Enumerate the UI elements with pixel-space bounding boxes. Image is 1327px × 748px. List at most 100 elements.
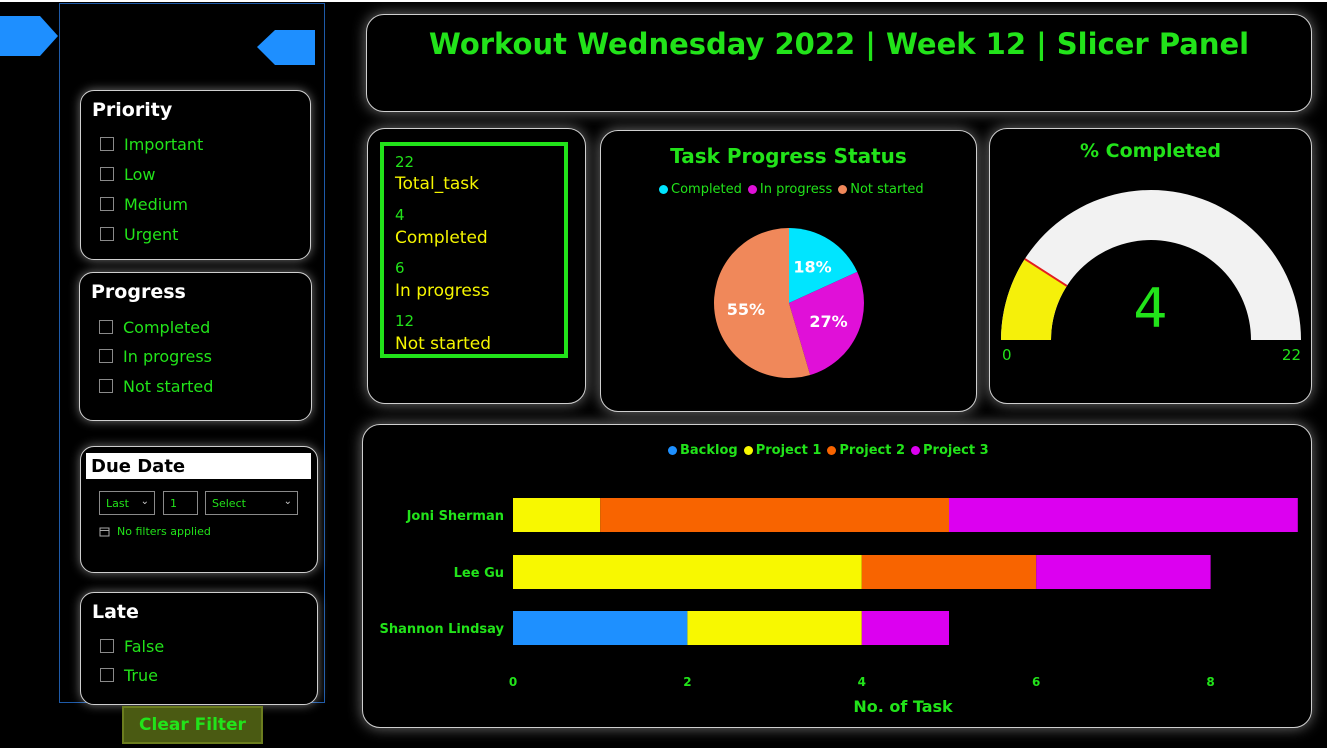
y-axis-label: Lee Gu: [454, 566, 504, 581]
pie-data-label: 27%: [809, 312, 847, 331]
checkbox[interactable]: [100, 167, 114, 181]
x-axis-tick-label: 6: [1032, 675, 1040, 689]
pie-slice-completed[interactable]: [789, 228, 858, 303]
pie-chart: 18% 27% 55%: [714, 228, 864, 378]
y-axis-label: Joni Sherman: [406, 509, 504, 524]
progress-option-not-started[interactable]: Not started: [99, 375, 213, 397]
legend-dot: [827, 446, 837, 455]
bar-segment-project-3[interactable]: [949, 498, 1298, 532]
chevron-down-icon: ⌄: [140, 496, 149, 507]
legend-item-backlog[interactable]: Backlog: [668, 443, 738, 458]
late-option-true[interactable]: True: [100, 664, 158, 686]
kpi-frame: [380, 142, 568, 358]
legend-item-in-progress[interactable]: In progress: [747, 182, 832, 197]
bar-segment-project-2[interactable]: [861, 555, 1037, 589]
pie-card: Task Progress Status Completed In progre…: [600, 130, 977, 412]
checkbox[interactable]: [99, 320, 113, 334]
legend-dot: [747, 185, 757, 194]
gauge-value: 4: [1133, 277, 1168, 340]
legend-dot: [659, 185, 668, 194]
progress-slicer: Progress Completed In progress Not start…: [79, 272, 312, 421]
pie-data-label: 55%: [727, 300, 765, 319]
late-slicer: Late False True: [80, 592, 318, 705]
legend-item-completed[interactable]: Completed: [659, 182, 742, 197]
pie-slice-in-progress[interactable]: [789, 271, 864, 375]
priority-slicer: Priority Important Low Medium Urgent: [80, 90, 311, 260]
dashboard-title: Workout Wednesday 2022 | Week 12 | Slice…: [428, 27, 1250, 61]
due-date-status: No filters applied: [117, 525, 211, 538]
legend-dot: [838, 185, 848, 194]
bar-segment-project-1[interactable]: [513, 498, 601, 532]
pie-data-label: 18%: [793, 257, 831, 276]
bar-segment-project-1[interactable]: [513, 555, 862, 589]
priority-option-medium[interactable]: Medium: [100, 193, 188, 215]
gauge-min-label: 0: [1002, 346, 1012, 364]
legend-dot: [668, 446, 677, 455]
period-count-input[interactable]: 1: [163, 491, 198, 515]
title-card: Workout Wednesday 2022 | Week 12 | Slice…: [366, 14, 1312, 112]
stacked-bar-chart: Joni Sherman Lee Gu Shannon Lindsay 0 2 4 6 8: [380, 498, 1298, 689]
bar-legend: Backlog Project 1 Project 2 Project 3: [668, 443, 989, 458]
due-date-header: [86, 453, 311, 479]
kpi-completed-label: Completed: [395, 228, 488, 248]
kpi-total-value: 22: [395, 153, 415, 171]
expand-panel-arrow-icon[interactable]: [0, 14, 60, 60]
gauge-value-marker: [1024, 258, 1068, 287]
bar-segment-project-2[interactable]: [600, 498, 949, 532]
kpi-in-progress-value: 6: [395, 259, 405, 277]
priority-slicer-title: Priority: [92, 99, 173, 121]
legend-item-not-started[interactable]: Not started: [838, 182, 924, 197]
priority-option-low[interactable]: Low: [100, 163, 156, 185]
top-border: [0, 0, 1327, 2]
kpi-total-label: Total_task: [395, 174, 479, 194]
due-date-slicer: Due Date Last ⌄ 1 Select ⌄ No filters appl…: [80, 446, 318, 573]
legend-dot: [911, 446, 921, 455]
kpi-not-started-value: 12: [395, 312, 415, 330]
priority-option-important[interactable]: Important: [100, 133, 203, 155]
checkbox[interactable]: [99, 349, 113, 363]
progress-option-completed[interactable]: Completed: [99, 316, 210, 338]
checkbox[interactable]: [100, 227, 114, 241]
legend-item-project-2[interactable]: Project 2: [827, 443, 905, 458]
due-date-slicer-title: Due Date: [91, 456, 186, 477]
relative-period-dropdown[interactable]: Last ⌄: [99, 491, 155, 515]
progress-option-in-progress[interactable]: In progress: [99, 345, 212, 367]
kpi-card: 22 Total_task 4 Completed 6 In progress …: [367, 128, 586, 404]
bar-card: Backlog Project 1 Project 2 Project 3 Jo…: [362, 424, 1312, 728]
y-axis-label: Shannon Lindsay: [380, 622, 505, 637]
x-axis-tick-label: 2: [683, 675, 691, 689]
chevron-down-icon: ⌄: [283, 496, 292, 507]
x-axis-tick-label: 0: [509, 675, 517, 689]
x-axis-tick-label: 8: [1206, 675, 1214, 689]
priority-option-urgent[interactable]: Urgent: [100, 223, 178, 245]
bar-x-axis-title: No. of Task: [853, 697, 953, 716]
bar-segment-project-1[interactable]: [687, 611, 862, 645]
kpi-completed-value: 4: [395, 206, 405, 224]
checkbox[interactable]: [99, 379, 113, 393]
legend-item-project-1[interactable]: Project 1: [743, 443, 821, 458]
checkbox[interactable]: [100, 668, 114, 682]
late-option-false[interactable]: False: [100, 635, 164, 657]
progress-slicer-title: Progress: [91, 281, 186, 303]
gauge-chart: [1001, 190, 1301, 340]
pie-legend: Completed In progress Not started: [659, 182, 924, 197]
checkbox[interactable]: [100, 137, 114, 151]
gauge-fill: [1001, 258, 1067, 340]
bar-segment-backlog[interactable]: [513, 611, 688, 645]
x-axis-tick-label: 4: [858, 675, 866, 689]
pie-slice-not-started[interactable]: [714, 228, 811, 378]
checkbox[interactable]: [100, 639, 114, 653]
checkbox[interactable]: [100, 197, 114, 211]
clear-filter-button[interactable]: Clear Filter: [122, 706, 263, 744]
period-unit-dropdown[interactable]: Select ⌄: [205, 491, 298, 515]
kpi-in-progress-label: In progress: [395, 281, 490, 301]
bar-segment-project-3[interactable]: [861, 611, 949, 645]
calendar-filter-icon: [99, 527, 110, 537]
legend-item-project-3[interactable]: Project 3: [911, 443, 989, 458]
collapse-panel-arrow-icon[interactable]: [255, 28, 317, 68]
bar-segment-project-3[interactable]: [1036, 555, 1211, 589]
gauge-max-label: 22: [1281, 346, 1301, 364]
late-slicer-title: Late: [92, 601, 139, 623]
gauge-card: % Completed 4 0 22: [989, 128, 1312, 404]
gauge-title: % Completed: [1079, 140, 1221, 162]
